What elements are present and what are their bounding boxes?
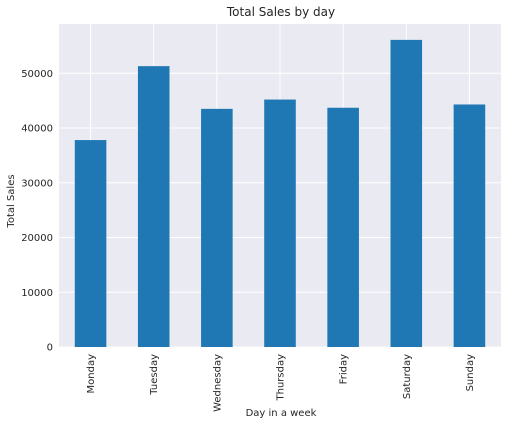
x-tick-label: Tuesday — [149, 354, 160, 396]
x-tick-label: Friday — [339, 354, 350, 384]
bar-saturday — [390, 39, 423, 347]
x-axis-ticks: Monday Tuesday Wednesday Thursday Friday Satu… — [86, 354, 476, 412]
bar-friday — [327, 107, 359, 347]
bar-wednesday — [201, 108, 233, 348]
x-tick-label: Saturday — [402, 354, 413, 399]
bars — [74, 39, 486, 348]
x-axis-title: Day in a week — [246, 408, 317, 419]
bar-thursday — [264, 99, 296, 347]
x-tick-label: Wednesday — [212, 354, 223, 412]
x-tick-label: Monday — [86, 354, 97, 394]
bar-tuesday — [137, 66, 170, 347]
y-tick-label: 40000 — [21, 124, 53, 135]
x-tick-label: Sunday — [465, 354, 476, 391]
y-tick-label: 20000 — [21, 233, 53, 244]
chart-title: Total Sales by day — [226, 5, 335, 19]
y-tick-label: 50000 — [21, 69, 53, 80]
y-axis-title: Total Sales — [6, 174, 17, 228]
y-tick-label: 30000 — [21, 178, 53, 189]
y-tick-label: 10000 — [21, 288, 53, 299]
bar-monday — [74, 140, 107, 347]
bar-sunday — [453, 104, 486, 347]
y-axis-ticks: 0 10000 20000 30000 40000 50000 — [21, 69, 53, 354]
x-tick-label: Thursday — [276, 354, 287, 402]
y-tick-label: 0 — [47, 343, 53, 354]
